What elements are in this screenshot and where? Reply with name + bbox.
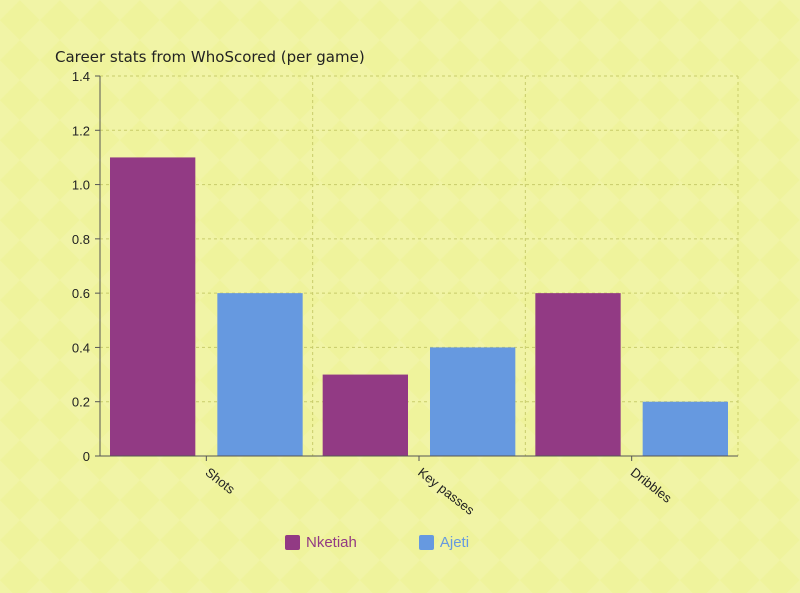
x-tick-label: Dribbles bbox=[628, 465, 675, 506]
y-tick-label: 0 bbox=[83, 449, 90, 464]
y-tick-label: 0.6 bbox=[72, 286, 90, 301]
bar-ajeti-2 bbox=[430, 347, 516, 456]
y-tick-label: 0.4 bbox=[72, 340, 90, 355]
x-tick-label: Shots bbox=[202, 465, 238, 498]
legend-label-ajeti: Ajeti bbox=[439, 534, 470, 551]
legend-swatch-nketiah bbox=[285, 535, 300, 550]
bar-nketiah-1 bbox=[110, 157, 196, 456]
bar-nketiah-2 bbox=[322, 374, 408, 456]
bar-ajeti-3 bbox=[642, 401, 728, 456]
legend-item-nketiah[interactable]: Nketiah bbox=[285, 534, 357, 551]
chart-title: Career stats from WhoScored (per game) bbox=[55, 48, 365, 66]
y-tick-label: 1.4 bbox=[72, 69, 90, 84]
bar-nketiah-3 bbox=[535, 293, 621, 456]
y-tick-label: 0.2 bbox=[72, 395, 90, 410]
y-tick-label: 1.2 bbox=[72, 123, 90, 138]
y-tick-label: 1.0 bbox=[72, 178, 90, 193]
y-tick-label: 0.8 bbox=[72, 232, 90, 247]
bar-ajeti-1 bbox=[217, 293, 303, 456]
legend: Nketiah Ajeti bbox=[285, 534, 469, 551]
x-tick-label: Key passes bbox=[415, 465, 478, 519]
legend-swatch-ajeti bbox=[418, 535, 434, 550]
legend-label-nketiah: Nketiah bbox=[306, 534, 357, 551]
legend-item-ajeti[interactable]: Ajeti bbox=[418, 534, 470, 551]
